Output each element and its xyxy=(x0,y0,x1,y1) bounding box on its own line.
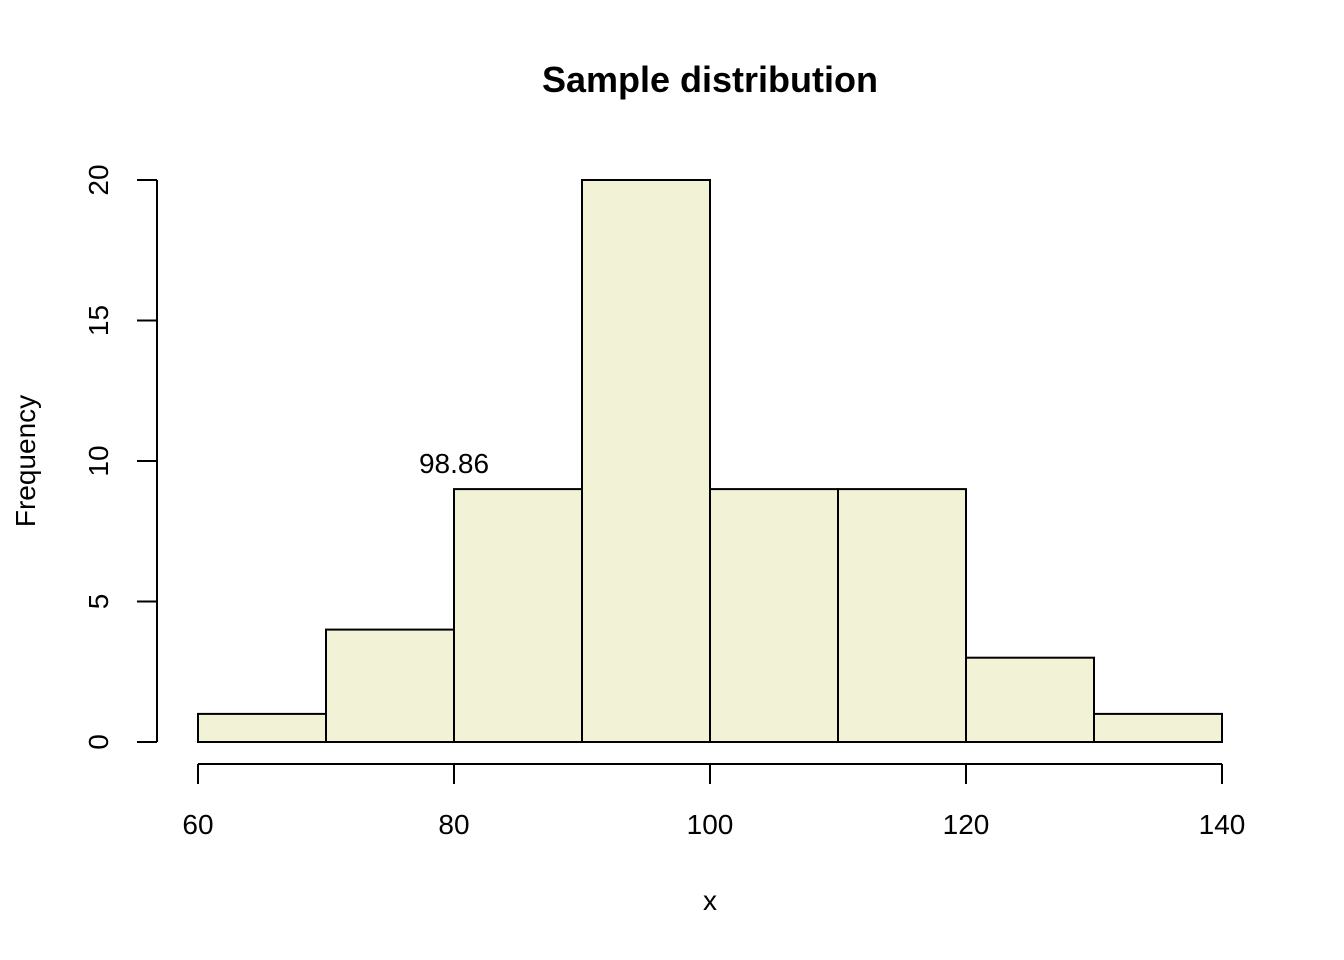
histogram-bar xyxy=(965,656,1095,744)
x-tick-label: 80 xyxy=(438,809,469,840)
histogram-bar xyxy=(709,488,839,743)
chart-title: Sample distribution xyxy=(542,59,878,100)
x-tick-label: 120 xyxy=(943,809,990,840)
histogram-bar xyxy=(197,712,327,744)
y-tick-label: 0 xyxy=(83,734,114,750)
y-tick-label: 15 xyxy=(83,305,114,336)
y-axis-label: Frequency xyxy=(10,395,41,527)
histogram-bar xyxy=(837,488,967,743)
x-axis-label: x xyxy=(703,885,717,916)
bar-annotation: 98.86 xyxy=(419,448,489,479)
y-tick-label: 20 xyxy=(83,164,114,195)
histogram-bar xyxy=(1093,712,1223,744)
y-axis: 0 5 10 15 20 xyxy=(83,164,158,750)
y-tick-label: 10 xyxy=(83,445,114,476)
histogram-bar xyxy=(581,179,711,743)
bars-group xyxy=(197,179,1223,744)
histogram-bar xyxy=(453,488,583,743)
x-tick-label: 140 xyxy=(1199,809,1246,840)
y-tick-label: 5 xyxy=(83,594,114,610)
histogram-bar xyxy=(325,628,455,743)
x-tick-label: 100 xyxy=(687,809,734,840)
x-axis: 60 80 100 120 140 xyxy=(182,763,1246,840)
x-tick-label: 60 xyxy=(182,809,213,840)
